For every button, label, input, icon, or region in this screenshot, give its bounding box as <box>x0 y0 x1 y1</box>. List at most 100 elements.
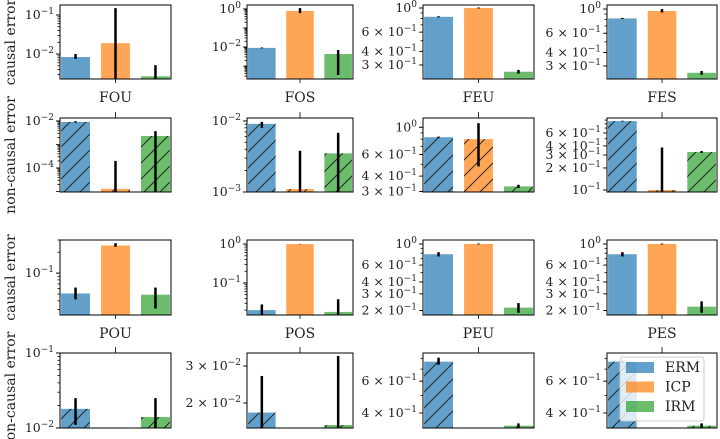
x-tick-label: POU <box>99 326 132 342</box>
bar-icp <box>286 244 314 315</box>
subplot-panel-6: 100 6 × 10−1 4 × 10−13 × 10−1 <box>361 112 535 198</box>
y-tick-label: 10−3 <box>212 184 241 199</box>
bar-hatch <box>248 123 276 192</box>
bar-erm <box>424 254 453 315</box>
y-axis-label: causal error <box>3 0 19 85</box>
y-axis-label: causal error <box>3 234 19 321</box>
legend-label-icp: ICP <box>665 380 691 396</box>
bar-erm <box>424 16 453 79</box>
legend-swatch-irm <box>626 401 654 412</box>
bar-hatch <box>61 121 90 192</box>
subplot-pos: 100 10−1 POS <box>212 236 354 342</box>
subplot-panel-5: 10−2 10−3 <box>212 112 354 199</box>
y-tick-label: 6 × 10−1 <box>545 125 601 140</box>
y-tick-label: 4 × 10−1 <box>361 43 417 58</box>
plot-area <box>424 243 533 315</box>
plot-area <box>608 9 716 79</box>
plot-area <box>248 243 352 315</box>
plot-area <box>608 120 716 192</box>
bar-hatch <box>504 186 533 192</box>
y-tick-label: 100 <box>395 236 417 251</box>
subplot-pou: 10−1 POU causal error <box>3 234 172 342</box>
legend: ERM ICP IRM <box>619 356 705 422</box>
y-tick-label: 6 × 10−1 <box>545 25 601 40</box>
y-tick-label: 3 × 10−1 <box>545 58 601 73</box>
y-tick-label: 10−1 <box>25 265 54 280</box>
x-tick-label: POS <box>285 326 316 342</box>
bar-icp <box>464 243 493 315</box>
y-tick-label: 10−1 <box>25 7 54 22</box>
x-tick-label: PES <box>647 326 676 342</box>
y-tick-label: 3 × 10−1 <box>361 57 417 72</box>
bar-erm <box>608 18 637 79</box>
x-tick-label: FOS <box>285 90 316 106</box>
y-tick-label: 6 × 10−1 <box>545 373 601 388</box>
bar-irm <box>504 71 533 79</box>
y-tick-label: 10−1 <box>25 345 54 360</box>
bar-erm <box>248 47 276 79</box>
plot-area <box>248 355 352 428</box>
y-axis-label: non-causal error <box>3 96 19 214</box>
plot-area <box>248 8 352 79</box>
bar-hatch <box>424 361 453 428</box>
y-tick-label: 10−2 <box>25 46 54 61</box>
y-tick-label: 10−2 <box>25 113 54 128</box>
subplot-peu: 100 6 × 10−1 4 × 10−13 × 10−1 2 × 10−1 PEU <box>361 236 535 342</box>
y-axis-label: non-causal error <box>3 331 19 439</box>
plot-area <box>424 7 533 79</box>
y-tick-label: 100 <box>395 119 417 134</box>
plot-area <box>248 121 352 192</box>
subplot-fos: 100 10−2 FOS <box>212 1 354 106</box>
bar-icp <box>286 10 314 79</box>
bar-icp <box>647 11 677 79</box>
subplot-panel-12: 10−1 10−2 non-causal error <box>3 331 172 439</box>
legend-swatch-icp <box>626 381 654 393</box>
y-tick-label: 4 × 10−1 <box>545 44 601 59</box>
y-tick-label: 4 × 10−1 <box>545 138 601 153</box>
legend-label-erm: ERM <box>665 360 700 376</box>
legend-label-irm: IRM <box>665 399 695 415</box>
plot-area <box>61 121 170 192</box>
plot-area <box>424 123 533 192</box>
x-tick-label: FES <box>647 90 677 106</box>
x-tick-label: PEU <box>463 326 495 342</box>
x-tick-label: FOU <box>99 90 132 106</box>
plot-area <box>61 243 170 315</box>
bar-icp <box>464 7 493 79</box>
bar-erm <box>61 293 90 315</box>
y-tick-label: 3 × 10−1 <box>545 147 601 162</box>
y-tick-label: 4 × 10−1 <box>361 168 417 183</box>
bar-hatch <box>687 152 716 192</box>
y-tick-label: 3 × 10−1 <box>361 286 417 301</box>
y-tick-label: 100 <box>579 1 601 16</box>
y-tick-label: 10−2 <box>25 420 54 435</box>
y-tick-label: 6 × 10−1 <box>545 257 601 272</box>
y-tick-label: 10−1 <box>572 182 601 197</box>
y-tick-label: 10−4 <box>25 160 54 175</box>
legend-swatch-erm <box>626 362 654 373</box>
y-tick-label: 4 × 10−1 <box>545 274 601 289</box>
y-tick-label: 4 × 10−1 <box>361 274 417 289</box>
y-tick-label: 2 × 10−1 <box>545 160 601 175</box>
bar-icp <box>647 243 677 315</box>
subplot-panel-13: 3 × 10−2 2 × 10−2 <box>185 347 354 429</box>
bar-erm <box>61 57 90 79</box>
plot-area <box>61 8 170 79</box>
subplot-panel-14: 6 × 10−1 4 × 10−1 <box>361 347 535 429</box>
y-tick-label: 100 <box>219 236 241 251</box>
bar-hatch <box>424 137 453 192</box>
subplot-feu: 100 6 × 10−1 4 × 10−13 × 10−1 FEU <box>361 0 535 106</box>
y-tick-label: 3 × 10−1 <box>361 183 417 198</box>
y-tick-label: 2 × 10−1 <box>361 303 417 318</box>
y-tick-label: 100 <box>395 0 417 15</box>
y-tick-label: 100 <box>219 1 241 16</box>
subplot-pes: 100 6 × 10−1 4 × 10−13 × 10−1 2 × 10−1 PES <box>545 236 718 342</box>
y-tick-label: 6 × 10−1 <box>361 24 417 39</box>
y-tick-label: 10−2 <box>212 39 241 54</box>
bar-erm <box>608 254 637 315</box>
y-tick-label: 3 × 10−1 <box>545 286 601 301</box>
plot-area <box>608 243 716 315</box>
subplot-fes: 100 6 × 10−1 4 × 10−13 × 10−1 FES <box>545 1 718 106</box>
y-tick-label: 10−2 <box>212 113 241 128</box>
y-tick-label: 4 × 10−1 <box>361 405 417 420</box>
